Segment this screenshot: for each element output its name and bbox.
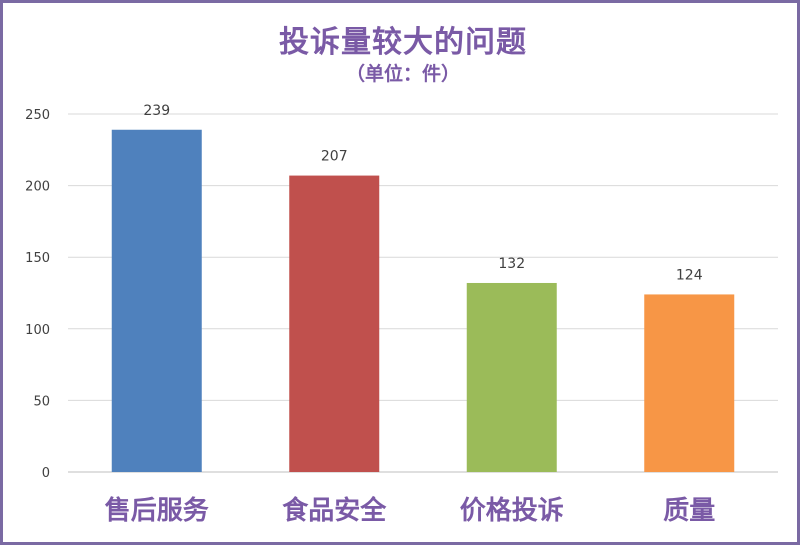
category-label: 价格投诉 xyxy=(460,495,564,526)
chart-subtitle: （单位：件） xyxy=(345,63,460,85)
bar xyxy=(111,129,202,472)
y-tick-label: 100 xyxy=(25,323,50,338)
data-label: 124 xyxy=(676,267,703,283)
bar xyxy=(466,282,557,472)
y-tick-label: 150 xyxy=(25,251,50,266)
category-label: 质量 xyxy=(663,496,715,526)
y-tick-label: 200 xyxy=(25,180,50,195)
y-tick-label: 50 xyxy=(33,394,50,409)
chart-title: 投诉量较大的问题 xyxy=(279,25,527,60)
data-label: 239 xyxy=(143,103,170,119)
y-tick-label: 250 xyxy=(25,108,50,123)
data-label: 207 xyxy=(321,149,348,165)
category-label: 食品安全 xyxy=(282,495,387,526)
y-tick-label: 0 xyxy=(42,466,50,481)
data-label: 132 xyxy=(498,256,525,272)
category-label: 售后服务 xyxy=(105,495,209,526)
bar xyxy=(289,175,380,473)
bar xyxy=(644,294,735,472)
